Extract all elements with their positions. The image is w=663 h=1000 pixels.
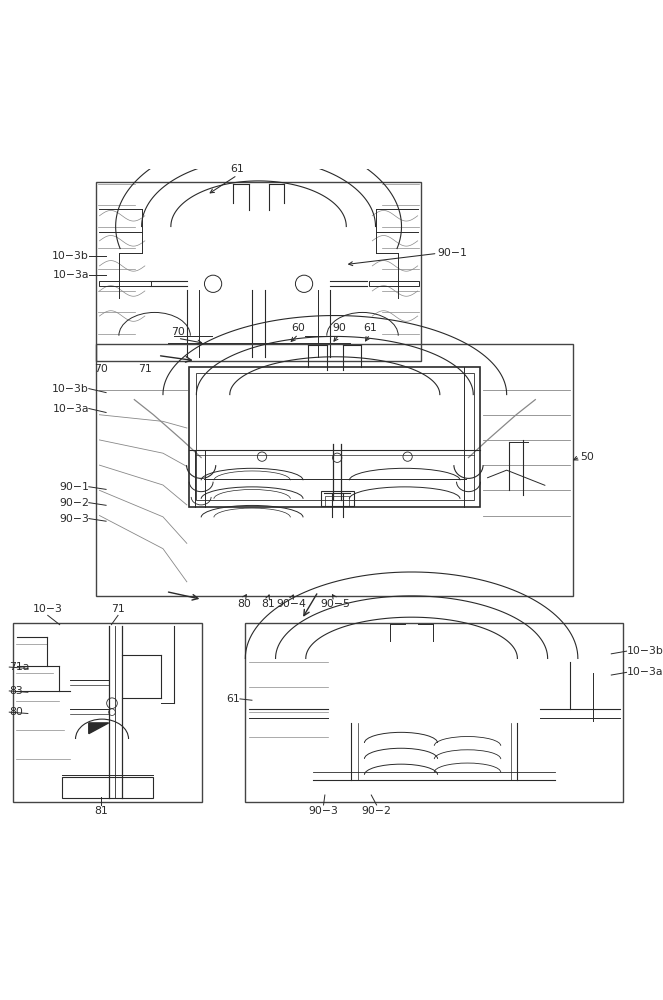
- Bar: [189, 367, 481, 507]
- Bar: [96, 344, 573, 596]
- Text: 90−2: 90−2: [59, 498, 89, 508]
- Text: 60: 60: [292, 323, 305, 333]
- Bar: [62, 777, 153, 798]
- Text: 71: 71: [138, 364, 151, 374]
- Text: 70: 70: [171, 327, 184, 337]
- Text: 90−1: 90−1: [59, 482, 89, 492]
- Text: 61: 61: [363, 323, 377, 333]
- Text: 10−3b: 10−3b: [52, 251, 89, 261]
- Polygon shape: [89, 723, 109, 734]
- Text: 81: 81: [261, 599, 274, 609]
- Bar: [369, 281, 420, 286]
- Text: 90−5: 90−5: [320, 599, 350, 609]
- Text: 83: 83: [9, 686, 23, 696]
- Text: 50: 50: [580, 452, 594, 462]
- Text: 61: 61: [231, 164, 244, 174]
- Bar: [96, 182, 421, 361]
- Text: 90−1: 90−1: [438, 248, 467, 258]
- Text: 10−3: 10−3: [32, 604, 63, 614]
- Text: 81: 81: [94, 806, 107, 816]
- Bar: [99, 281, 151, 286]
- Text: 90−3: 90−3: [308, 806, 339, 816]
- Text: 61: 61: [226, 694, 240, 704]
- Bar: [245, 623, 623, 802]
- Text: 10−3b: 10−3b: [52, 384, 89, 394]
- Text: 70: 70: [94, 364, 107, 374]
- Bar: [196, 373, 474, 500]
- Text: 80: 80: [237, 599, 251, 609]
- Text: 10−3b: 10−3b: [627, 646, 663, 656]
- Bar: [13, 623, 202, 802]
- Text: 90−3: 90−3: [59, 514, 89, 524]
- Text: 10−3a: 10−3a: [627, 667, 663, 677]
- Text: 10−3a: 10−3a: [52, 404, 89, 414]
- Text: 90: 90: [333, 323, 346, 333]
- Text: 10−3a: 10−3a: [52, 270, 89, 280]
- Text: 90−4: 90−4: [276, 599, 307, 609]
- Text: 80: 80: [9, 707, 23, 717]
- Text: 71: 71: [111, 604, 125, 614]
- Bar: [321, 491, 354, 506]
- Text: 71a: 71a: [9, 662, 30, 672]
- Text: 90−2: 90−2: [361, 806, 392, 816]
- Bar: [326, 496, 349, 506]
